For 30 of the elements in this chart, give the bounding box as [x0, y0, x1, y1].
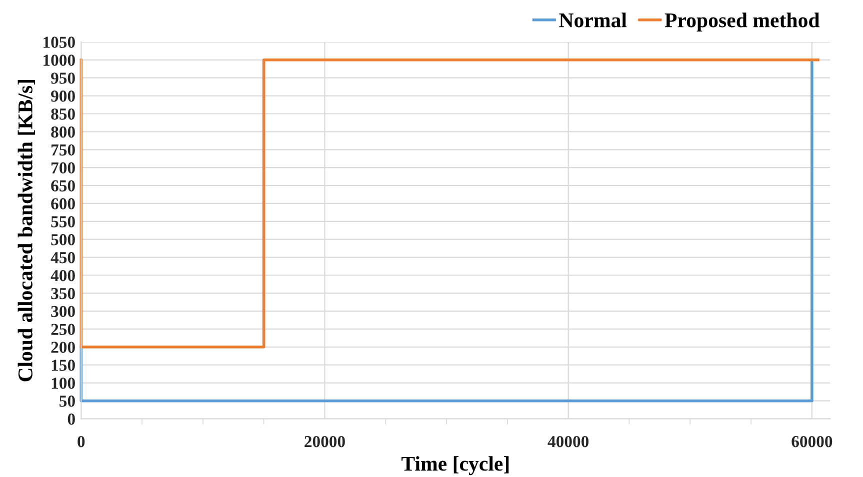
- y-tick-label: 950: [51, 72, 75, 84]
- y-tick-label: 750: [52, 144, 75, 156]
- y-tick-label: 200: [51, 342, 75, 353]
- y-tick-label: 700: [52, 162, 75, 174]
- x-tick-label: 0: [78, 436, 85, 448]
- y-tick-label: 100: [52, 378, 75, 389]
- y-tick-label: 300: [51, 306, 75, 318]
- y-tick-label: 800: [51, 126, 75, 138]
- y-tick-label: 0: [68, 414, 75, 425]
- y-tick-label: 1000: [44, 54, 75, 66]
- x-tick-label: 60000: [792, 436, 832, 448]
- y-tick-label: 500: [51, 234, 75, 246]
- legend-label: Proposed method: [664, 12, 820, 32]
- y-axis-title: Cloud allocated bandwidth [KB/s]: [18, 80, 36, 382]
- y-tick-label: 250: [51, 324, 75, 336]
- y-tick-label: 150: [52, 360, 75, 371]
- y-tick-label: 350: [51, 288, 75, 300]
- y-tick-label: 50: [60, 396, 75, 407]
- y-tick-label: 900: [51, 90, 75, 102]
- y-tick-label: 400: [50, 270, 75, 282]
- x-axis-title: Time [cycle]: [402, 456, 509, 476]
- y-tick-label: 850: [51, 108, 75, 120]
- y-tick-label: 600: [51, 198, 75, 210]
- y-tick-label: 550: [51, 216, 75, 228]
- y-tick-label: 450: [50, 252, 75, 264]
- y-tick-label: 650: [51, 180, 75, 192]
- y-tick-label: 1050: [44, 36, 75, 48]
- x-tick-label: 40000: [548, 436, 589, 448]
- legend-label: Normal: [559, 12, 627, 28]
- x-tick-label: 20000: [304, 436, 345, 448]
